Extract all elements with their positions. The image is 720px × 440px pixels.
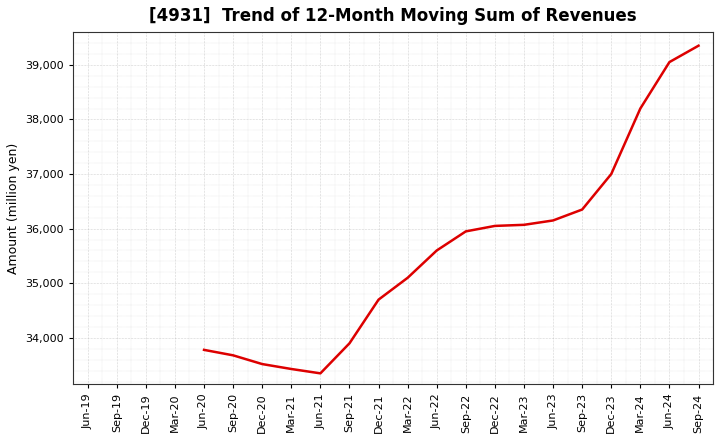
Title: [4931]  Trend of 12-Month Moving Sum of Revenues: [4931] Trend of 12-Month Moving Sum of R… xyxy=(149,7,637,25)
Y-axis label: Amount (million yen): Amount (million yen) xyxy=(7,143,20,274)
